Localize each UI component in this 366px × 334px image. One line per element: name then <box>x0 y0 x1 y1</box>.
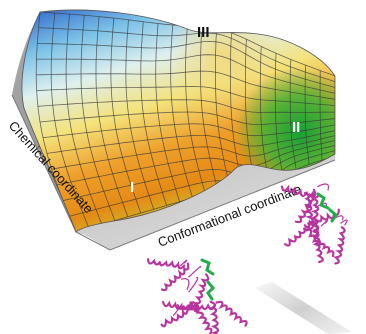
mesh-line <box>36 86 336 106</box>
mesh-line <box>39 111 336 125</box>
diagonal-shadow-beam <box>255 282 352 334</box>
protein-helix <box>193 273 210 311</box>
protein-helix <box>189 301 213 334</box>
mesh-line <box>37 40 336 88</box>
protein-loop <box>180 278 190 290</box>
state-label-one: I <box>130 179 134 196</box>
mesh-line <box>38 27 336 83</box>
protein-loop <box>188 276 199 293</box>
protein-helix <box>311 224 324 264</box>
landscape-floor <box>76 154 335 250</box>
protein-helix <box>333 226 346 265</box>
protein-helix <box>146 258 186 270</box>
mesh-line <box>57 140 336 186</box>
mesh-line <box>69 150 336 217</box>
protein-structure-icon <box>146 258 248 334</box>
protein-loop <box>317 183 330 191</box>
protein-loop <box>320 219 329 227</box>
mesh-line <box>46 130 336 154</box>
ligand-icon <box>316 192 338 223</box>
state-label-two: II <box>292 119 300 136</box>
protein-helix <box>284 218 315 247</box>
protein-helix <box>280 184 321 199</box>
protein-helix <box>160 262 190 292</box>
mesh-line <box>62 145 336 201</box>
mesh-line <box>37 99 335 113</box>
mesh-line <box>42 123 336 139</box>
protein-helix <box>160 302 193 328</box>
protein-structure-icon <box>280 183 348 265</box>
state-label-three: III <box>197 24 210 41</box>
protein-loop <box>172 306 180 316</box>
protein-helix <box>215 300 248 327</box>
protein-loop <box>188 266 202 278</box>
protein-helix <box>176 302 216 311</box>
energy-surface-outline <box>21 9 336 233</box>
mesh-line <box>36 54 336 94</box>
mesh-line <box>51 135 336 170</box>
protein-helix <box>310 197 320 238</box>
mesh-line <box>36 70 336 100</box>
landscape-back-edge <box>11 94 336 251</box>
protein-loop <box>340 219 348 226</box>
protein-loop <box>179 259 188 267</box>
ligand-icon <box>200 258 216 301</box>
